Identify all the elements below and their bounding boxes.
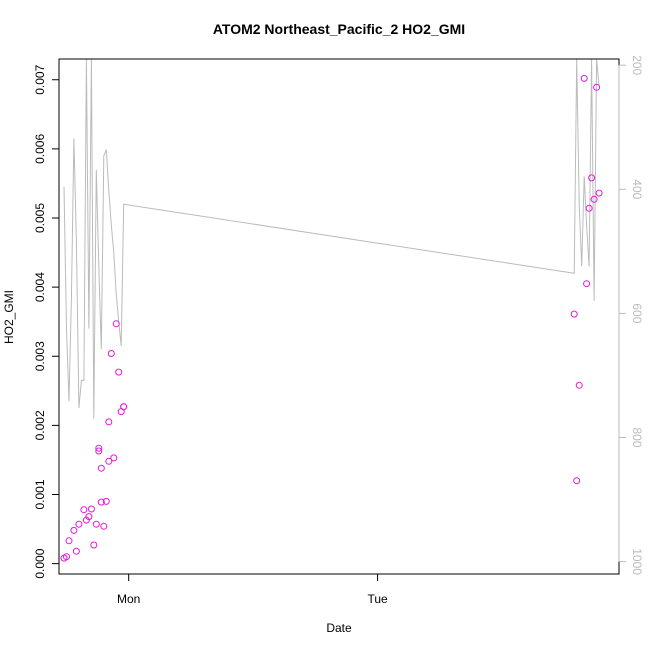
- data-point: [63, 553, 70, 561]
- series-line: [63, 58, 600, 419]
- data-point: [115, 368, 123, 376]
- data-point: [588, 174, 596, 182]
- data-point: [590, 195, 598, 203]
- data-point: [585, 204, 593, 212]
- y-axis: 0.000 0.001 0.002 0.003 0.004 0.005 0.006 0.007: [33, 64, 60, 579]
- data-point: [112, 320, 120, 328]
- data-point: [87, 505, 95, 513]
- data-point: [70, 526, 78, 534]
- chart-title: ATOM2 Northeast_Pacific_2 HO2_GMI: [213, 21, 465, 37]
- x-axis-label: Date: [326, 621, 352, 635]
- y-tick-label: 0.002: [33, 410, 47, 440]
- data-point: [570, 310, 578, 318]
- data-point: [95, 444, 103, 452]
- data-point: [595, 189, 603, 197]
- data-point: [102, 497, 110, 505]
- data-point: [90, 541, 98, 549]
- y-tick-label: 0.006: [33, 134, 47, 164]
- x-axis: Mon Tue: [117, 573, 388, 606]
- data-point: [120, 403, 128, 411]
- y-axis-right: 200 400 600 800 1000: [618, 55, 644, 575]
- y-right-tick-label: 200: [630, 55, 644, 75]
- y-tick-label: 0.000: [33, 548, 47, 578]
- data-point: [573, 477, 581, 485]
- data-point: [92, 520, 100, 528]
- series-line-layer: [63, 58, 600, 419]
- data-point: [85, 513, 93, 521]
- y-tick-label: 0.004: [33, 272, 47, 302]
- y-tick-label: 0.007: [33, 64, 47, 94]
- data-point: [105, 418, 113, 426]
- data-point: [72, 547, 80, 555]
- data-point: [583, 280, 591, 288]
- data-point: [580, 74, 588, 82]
- data-point: [593, 83, 601, 91]
- y-tick-label: 0.003: [33, 341, 47, 371]
- data-point: [105, 457, 113, 465]
- y-tick-label: 0.001: [33, 479, 47, 509]
- data-point: [100, 522, 108, 530]
- y-axis-label: HO2_GMI: [2, 290, 16, 344]
- x-tick-label: Mon: [117, 592, 140, 606]
- data-point: [65, 537, 73, 545]
- y-right-tick-label: 600: [630, 303, 644, 323]
- data-point: [97, 498, 105, 506]
- y-right-tick-label: 400: [630, 179, 644, 199]
- y-right-tick-label: 1000: [630, 548, 644, 575]
- data-point: [95, 447, 103, 455]
- x-tick-label: Tue: [367, 592, 388, 606]
- data-point: [97, 464, 105, 472]
- y-right-tick-label: 800: [630, 427, 644, 447]
- data-point: [80, 506, 88, 514]
- y-tick-label: 0.005: [33, 203, 47, 233]
- data-point: [75, 520, 83, 528]
- data-point: [110, 454, 118, 462]
- data-point: [575, 381, 583, 389]
- data-point: [107, 350, 115, 357]
- points-layer: [60, 74, 603, 562]
